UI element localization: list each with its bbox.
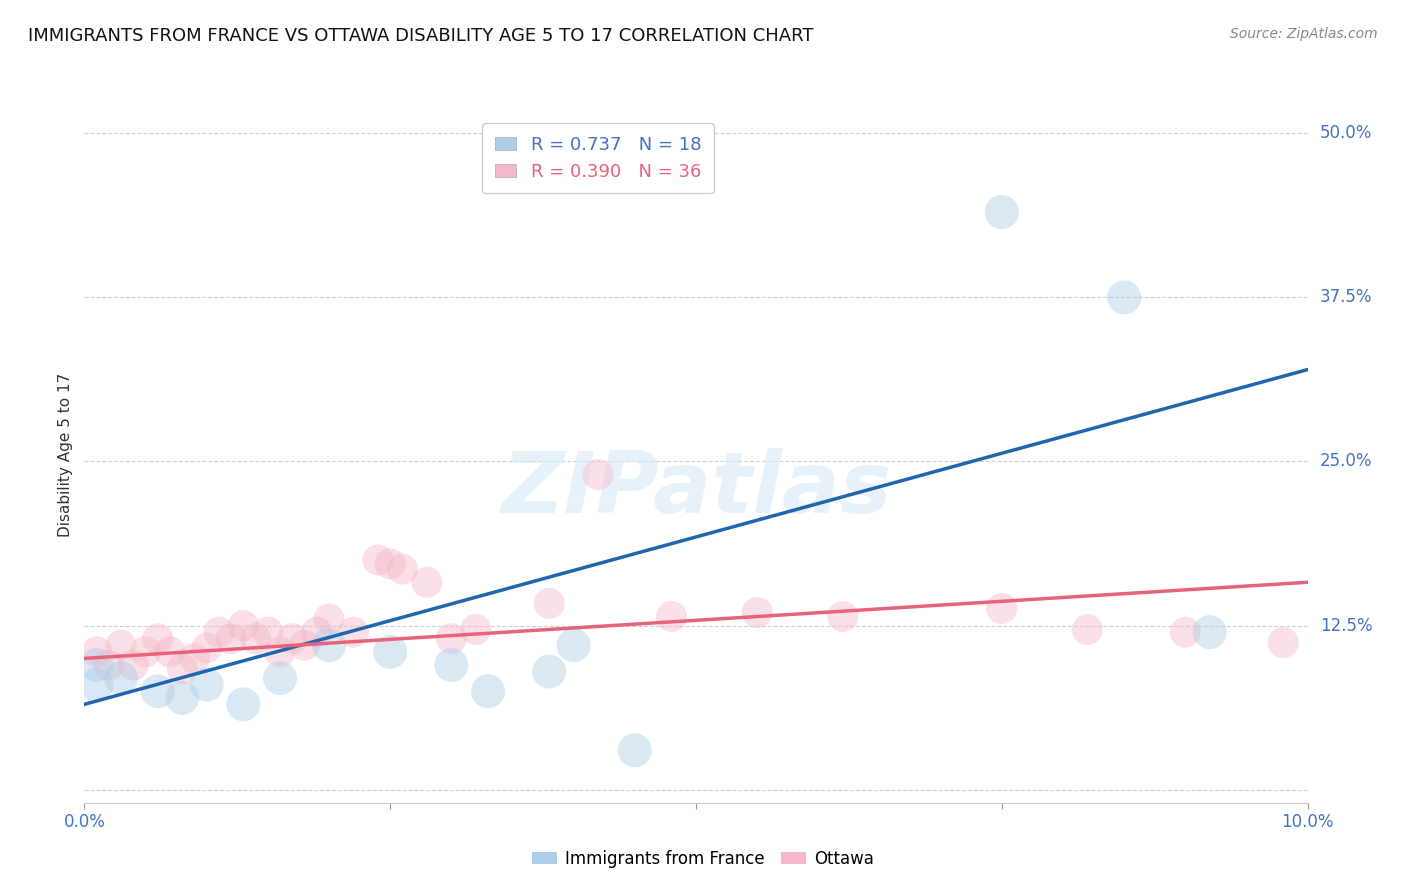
Point [380, 645, 402, 659]
Point [747, 606, 769, 620]
Y-axis label: Disability Age 5 to 17: Disability Age 5 to 17 [58, 373, 73, 537]
Point [86, 657, 108, 672]
Text: IMMIGRANTS FROM FRANCE VS OTTAWA DISABILITY AGE 5 TO 17 CORRELATION CHART: IMMIGRANTS FROM FRANCE VS OTTAWA DISABIL… [28, 27, 814, 45]
Point [624, 743, 647, 757]
Point [831, 609, 853, 624]
Text: Source: ZipAtlas.com: Source: ZipAtlas.com [1230, 27, 1378, 41]
Point [232, 618, 254, 632]
Point [208, 625, 231, 640]
Point [232, 698, 254, 712]
Point [464, 623, 486, 637]
Point [245, 632, 267, 646]
Point [367, 553, 389, 567]
Point [219, 632, 242, 646]
Point [416, 575, 439, 590]
Text: 25.0%: 25.0% [1320, 452, 1372, 470]
Point [1198, 625, 1220, 640]
Point [318, 638, 340, 652]
Point [195, 640, 218, 655]
Point [586, 467, 609, 482]
Text: 12.5%: 12.5% [1320, 616, 1372, 634]
Point [991, 205, 1014, 219]
Point [146, 632, 169, 646]
Point [538, 596, 561, 610]
Point [380, 557, 402, 571]
Point [538, 665, 561, 679]
Point [257, 625, 280, 640]
Point [1272, 635, 1295, 649]
Point [269, 671, 291, 685]
Point [391, 562, 413, 576]
Point [318, 612, 340, 626]
Point [146, 684, 169, 698]
Point [122, 657, 145, 672]
Point [110, 638, 132, 652]
Point [172, 690, 194, 705]
Point [281, 632, 304, 646]
Text: ZIPatlas: ZIPatlas [501, 448, 891, 532]
Point [991, 601, 1014, 615]
Text: 50.0%: 50.0% [1320, 124, 1372, 143]
Legend: R = 0.737   N = 18, R = 0.390   N = 36: R = 0.737 N = 18, R = 0.390 N = 36 [482, 123, 714, 194]
Point [294, 638, 316, 652]
Text: 37.5%: 37.5% [1320, 288, 1372, 306]
Point [661, 609, 683, 624]
Point [172, 662, 194, 676]
Point [1174, 625, 1197, 640]
Point [269, 645, 291, 659]
Point [97, 657, 120, 672]
Point [183, 651, 205, 665]
Point [159, 645, 181, 659]
Point [1114, 290, 1136, 304]
Point [110, 671, 132, 685]
Point [135, 645, 157, 659]
Point [1076, 623, 1098, 637]
Point [86, 678, 108, 692]
Point [195, 678, 218, 692]
Point [477, 684, 499, 698]
Point [305, 625, 328, 640]
Point [440, 657, 463, 672]
Point [440, 632, 463, 646]
Point [562, 638, 585, 652]
Legend: Immigrants from France, Ottawa: Immigrants from France, Ottawa [524, 844, 882, 875]
Point [86, 645, 108, 659]
Point [342, 625, 364, 640]
